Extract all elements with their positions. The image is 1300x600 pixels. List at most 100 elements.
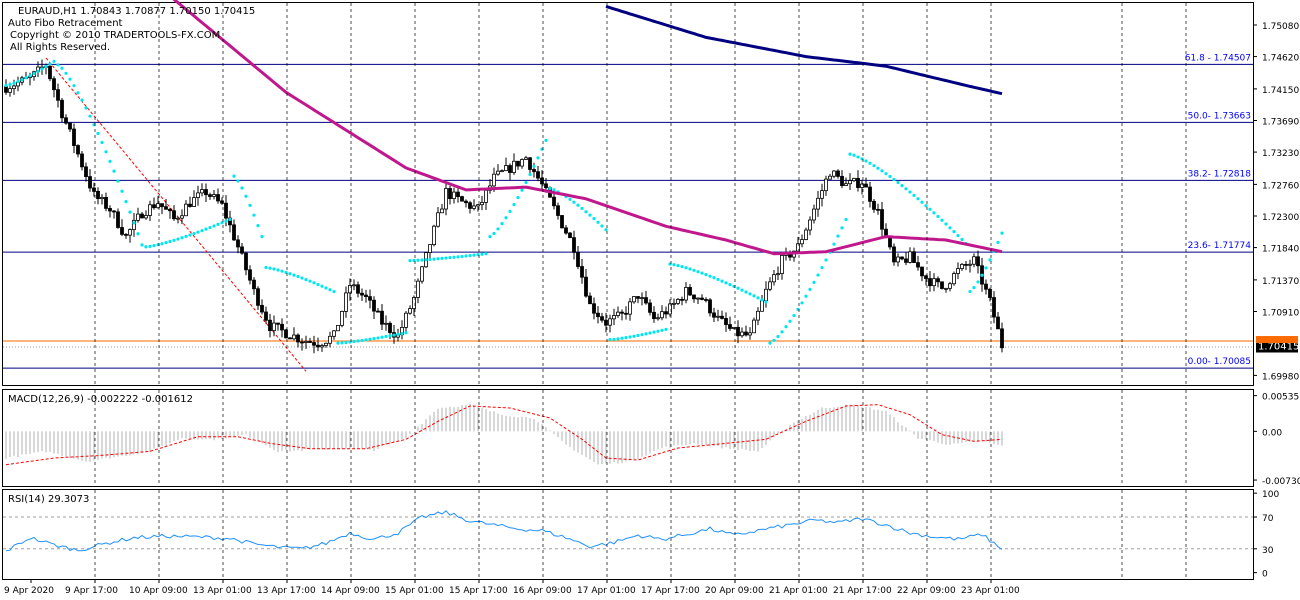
candle-body <box>512 160 516 173</box>
sar-dot <box>240 186 244 190</box>
price-axis-label: 1.74150 <box>1262 86 1299 96</box>
candle-body <box>376 310 380 313</box>
time-axis-label: 9 Apr 2020 <box>4 586 54 596</box>
candle-body <box>644 297 648 304</box>
candle-body <box>816 197 820 210</box>
candle-body <box>664 311 668 315</box>
sar-dot <box>528 172 532 177</box>
candle-body <box>540 177 544 185</box>
sar-dot <box>628 335 632 339</box>
candle-body <box>368 296 372 301</box>
rsi-pane[interactable] <box>2 489 1254 580</box>
candle-body <box>192 197 196 207</box>
sar-dot <box>452 255 456 259</box>
candle-body <box>952 273 956 285</box>
candle-body <box>260 304 264 313</box>
sar-dot <box>880 169 884 173</box>
sar-dot <box>636 333 640 338</box>
sar-dot <box>100 140 104 145</box>
candle-body <box>660 311 664 319</box>
sar-dot <box>320 284 324 288</box>
sar-dot <box>64 71 68 75</box>
candle-body <box>928 278 932 287</box>
sar-dot <box>468 253 472 258</box>
sar-dot <box>364 338 368 342</box>
sar-dot <box>804 294 808 298</box>
sar-dot <box>532 164 536 168</box>
sar-dot <box>524 180 528 185</box>
sar-dot <box>640 333 644 337</box>
candle-body <box>428 244 432 253</box>
candle-body <box>124 233 128 236</box>
candle-body <box>476 204 480 207</box>
candle-body <box>484 189 488 203</box>
candle-body <box>304 340 308 343</box>
candle-body <box>516 160 520 167</box>
sar-dot <box>208 226 212 230</box>
candle-body <box>684 287 688 301</box>
sar-dot <box>324 286 328 290</box>
candle-body <box>648 302 652 313</box>
candle-body <box>748 332 752 336</box>
sar-dot <box>772 338 776 342</box>
sar-dot <box>684 266 688 270</box>
sar-dot <box>504 216 508 220</box>
time-axis-label: 20 Apr 09:00 <box>705 586 764 596</box>
sar-dot <box>576 203 580 207</box>
sar-dot <box>588 213 592 217</box>
candle-body <box>176 217 180 220</box>
candle-body <box>520 159 524 167</box>
price-axis-label: 1.72300 <box>1262 213 1299 223</box>
sar-dot <box>548 186 552 191</box>
sar-dot <box>316 282 320 287</box>
candle-body <box>776 273 780 276</box>
sar-dot <box>400 331 404 336</box>
rsi-axis-label: 0 <box>1262 570 1268 580</box>
candle-body <box>456 191 460 198</box>
sar-dot <box>32 71 36 76</box>
sar-dot <box>868 161 872 165</box>
macd-pane[interactable] <box>2 389 1254 487</box>
price-pane[interactable] <box>2 2 1254 386</box>
sar-dot <box>388 334 392 338</box>
candle-body <box>576 251 580 267</box>
candle-body <box>912 251 916 263</box>
candle-body <box>668 303 672 315</box>
sar-dot <box>716 277 720 282</box>
sar-dot <box>904 187 908 191</box>
candle-body <box>132 219 136 230</box>
candle-body <box>760 300 764 312</box>
candle-body <box>144 215 148 219</box>
candle-body <box>336 324 340 332</box>
sar-dot <box>644 332 648 336</box>
candle-body <box>720 315 724 319</box>
macd-title: MACD(12,26,9) -0.002222 -0.001612 <box>8 394 193 405</box>
candle-body <box>232 224 236 241</box>
sar-dot <box>728 282 732 287</box>
candle-body <box>544 183 548 189</box>
candle-body <box>652 311 656 320</box>
candle-body <box>1000 328 1004 349</box>
candle-body <box>248 269 252 281</box>
indicator-name: Auto Fibo Retracement <box>8 18 123 29</box>
candle-body <box>536 171 540 179</box>
candle-body <box>612 315 616 320</box>
candle-body <box>620 311 624 314</box>
candle-body <box>832 170 836 177</box>
sar-dot <box>336 341 340 345</box>
sar-dot <box>304 277 308 282</box>
candle-body <box>580 266 584 278</box>
sar-dot <box>936 214 940 219</box>
price-axis-label: 1.71370 <box>1262 277 1299 287</box>
rsi-axis-label: 100 <box>1262 490 1279 500</box>
sar-dot <box>376 336 380 340</box>
candle-body <box>804 229 808 240</box>
time-axis-label: 13 Apr 17:00 <box>257 586 316 596</box>
candle-body <box>932 278 936 287</box>
candle-body <box>588 295 592 305</box>
candle-body <box>64 117 68 124</box>
candle-body <box>388 322 392 333</box>
candle-body <box>808 219 812 231</box>
sar-dot <box>164 241 168 245</box>
